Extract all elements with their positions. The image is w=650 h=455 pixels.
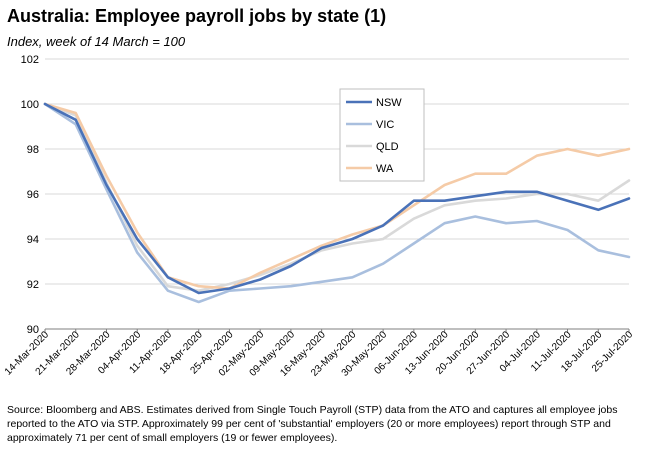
chart-title: Australia: Employee payroll jobs by stat… (7, 6, 387, 26)
y-tick-label: 100 (21, 99, 39, 111)
legend-label-wa: WA (376, 163, 394, 175)
source-note: Source: Bloomberg and ABS. Estimates der… (7, 404, 618, 444)
y-tick-label: 102 (21, 54, 39, 66)
y-tick-label: 96 (27, 189, 39, 201)
legend-label-nsw: NSW (376, 97, 402, 109)
legend-label-qld: QLD (376, 141, 399, 153)
series-line-nsw (43, 102, 631, 295)
y-tick-label: 90 (27, 324, 39, 336)
chart-subtitle: Index, week of 14 March = 100 (7, 34, 186, 49)
y-tick-label: 92 (27, 279, 39, 291)
series-line-vic (43, 102, 631, 304)
legend-box (339, 88, 425, 182)
y-tick-label: 98 (27, 144, 39, 156)
series-line-qld (43, 102, 631, 293)
legend-label-vic: VIC (376, 119, 394, 131)
y-tick-label: 94 (27, 234, 39, 246)
series-line-wa (43, 102, 631, 290)
